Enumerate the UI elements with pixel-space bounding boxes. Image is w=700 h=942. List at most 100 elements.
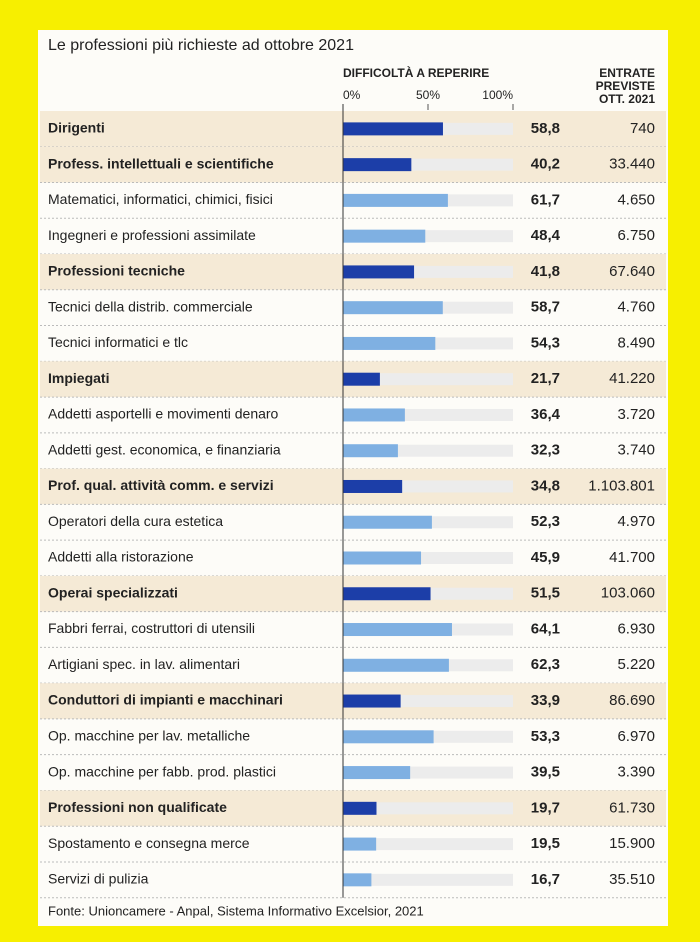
bar [343, 694, 401, 708]
value-label: 53,3 [531, 728, 560, 745]
count-label: 6.750 [617, 227, 655, 244]
row-label: Addetti alla ristorazione [48, 549, 194, 565]
count-label: 740 [630, 120, 655, 137]
count-label: 6.930 [617, 620, 655, 637]
row-label: Professioni non qualificate [48, 799, 227, 815]
row-label: Matematici, informatici, chimici, fisici [48, 191, 273, 207]
row-label: Spostamento e consegna merce [48, 835, 250, 851]
row-label: Addetti asportelli e movimenti denaro [48, 406, 279, 422]
bar [343, 122, 443, 136]
bar-track [343, 373, 513, 386]
row-label: Addetti gest. economica, e finanziaria [48, 441, 281, 457]
value-label: 64,1 [531, 620, 560, 637]
value-label: 21,7 [531, 370, 560, 387]
count-label: 86.690 [609, 692, 655, 709]
row-label: Conduttori di impianti e macchinari [48, 692, 283, 708]
source: Fonte: Unioncamere - Anpal, Sistema Info… [48, 903, 424, 918]
bar [343, 265, 415, 279]
row-label: Dirigenti [48, 120, 105, 136]
row-label: Op. macchine per fabb. prod. plastici [48, 763, 276, 779]
value-label: 34,8 [531, 477, 560, 494]
row-label: Fabbri ferrai, costruttori di utensili [48, 620, 255, 636]
row-label: Op. macchine per lav. metalliche [48, 728, 250, 744]
value-label: 58,7 [531, 299, 560, 316]
value-label: 54,3 [531, 334, 560, 351]
row-label: Tecnici informatici e tlc [48, 334, 188, 350]
value-label: 48,4 [531, 227, 561, 244]
bar [343, 730, 434, 744]
count-header: PREVISTE [596, 79, 655, 93]
x-tick-label: 50% [416, 88, 440, 102]
value-label: 61,7 [531, 191, 560, 208]
row-label: Tecnici della distrib. commerciale [48, 298, 253, 314]
count-label: 41.700 [609, 549, 655, 566]
count-label: 4.970 [617, 513, 655, 530]
count-label: 15.900 [609, 835, 655, 852]
bar [343, 479, 403, 493]
count-label: 41.220 [609, 370, 655, 387]
row-label: Artigiani spec. in lav. alimentari [48, 656, 240, 672]
x-tick-label: 100% [482, 88, 513, 102]
bar [343, 229, 426, 243]
count-label: 33.440 [609, 156, 655, 173]
x-tick-label: 0% [343, 88, 361, 102]
value-label: 36,4 [531, 406, 561, 423]
value-label: 19,5 [531, 835, 560, 852]
count-label: 1.103.801 [588, 477, 655, 494]
value-label: 32,3 [531, 442, 560, 459]
value-label: 40,2 [531, 156, 560, 173]
bar [343, 193, 448, 207]
value-label: 51,5 [531, 585, 560, 602]
bar [343, 301, 443, 315]
chart-title: Le professioni più richieste ad ottobre … [48, 37, 354, 54]
count-label: 3.390 [617, 764, 655, 781]
count-header: OTT. 2021 [599, 92, 655, 106]
bar [343, 658, 449, 672]
bar [343, 873, 372, 887]
bar-track [343, 802, 513, 815]
bar [343, 623, 452, 637]
count-label: 4.650 [617, 191, 655, 208]
row-label: Operai specializzati [48, 584, 178, 600]
bar [343, 336, 436, 350]
row-label: Operatori della cura estetica [48, 513, 223, 529]
value-label: 33,9 [531, 692, 560, 709]
bar [343, 408, 405, 422]
bar [343, 837, 377, 851]
bar [343, 551, 422, 565]
row-label: Ingegneri e professioni assimilate [48, 227, 256, 243]
count-label: 3.740 [617, 442, 655, 459]
row-label: Profess. intellettuali e scientifiche [48, 155, 274, 171]
count-label: 8.490 [617, 334, 655, 351]
count-label: 5.220 [617, 656, 655, 673]
value-label: 62,3 [531, 656, 560, 673]
bar [343, 766, 411, 780]
count-label: 67.640 [609, 263, 655, 280]
value-label: 16,7 [531, 871, 560, 888]
bar [343, 158, 412, 172]
bar [343, 515, 432, 529]
bar-track [343, 873, 513, 886]
count-label: 4.760 [617, 299, 655, 316]
count-label: 103.060 [601, 585, 655, 602]
value-label: 19,7 [531, 799, 560, 816]
bar-track [343, 838, 513, 851]
bar [343, 372, 380, 386]
bar [343, 801, 377, 815]
value-label: 39,5 [531, 764, 560, 781]
row-label: Professioni tecniche [48, 263, 185, 279]
value-label: 58,8 [531, 120, 560, 137]
row-label: Impiegati [48, 370, 109, 386]
row-label: Prof. qual. attività comm. e servizi [48, 477, 274, 493]
value-label: 41,8 [531, 263, 560, 280]
count-label: 6.970 [617, 728, 655, 745]
row-label: Servizi di pulizia [48, 871, 149, 887]
count-header: ENTRATE [599, 66, 655, 80]
value-label: 52,3 [531, 513, 560, 530]
value-label: 45,9 [531, 549, 560, 566]
bar [343, 444, 398, 458]
count-label: 61.730 [609, 799, 655, 816]
value-header: DIFFICOLTÀ A REPERIRE [343, 65, 489, 80]
